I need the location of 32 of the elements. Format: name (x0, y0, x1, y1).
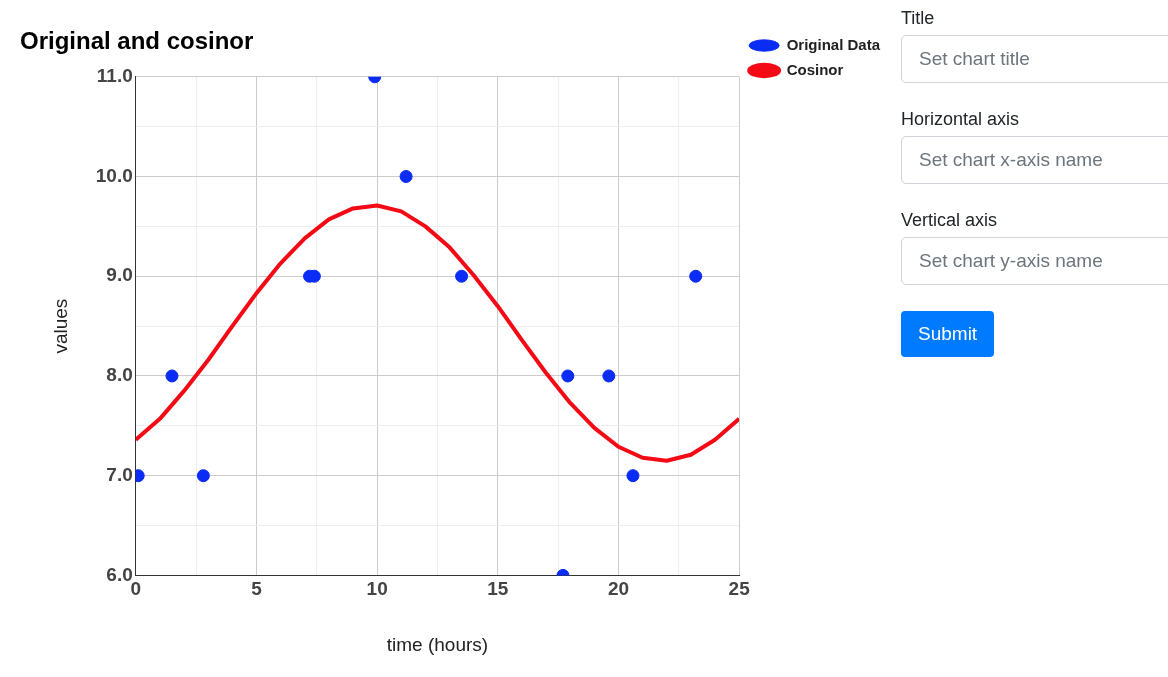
x-tick-label: 10 (366, 578, 388, 600)
point (561, 369, 575, 383)
y-tick-label: 8.0 (106, 364, 133, 386)
y-tick-label: 11.0 (96, 65, 133, 87)
chart-title: Original and cosinor (20, 27, 254, 55)
point (602, 369, 616, 383)
text-field: Set chart title (901, 35, 1168, 83)
x-tick-label: 5 (251, 578, 263, 600)
text: Vertical axis (901, 210, 999, 231)
text: Horizontal axis (901, 109, 1021, 130)
y-axis-title: values (49, 298, 71, 354)
x-tick-label: 0 (130, 578, 142, 600)
point (626, 469, 640, 483)
legend-label: Original Data (786, 35, 881, 53)
point (196, 469, 210, 483)
x-tick-label: 20 (607, 578, 630, 600)
submit-button: Submit (901, 311, 995, 357)
y-tick-label: 9.0 (106, 264, 133, 286)
text-field: Set chart x-axis name (901, 136, 1168, 184)
x-tick-label: 25 (728, 578, 751, 600)
x-axis-title: time (hours) (386, 633, 489, 655)
point (689, 269, 703, 283)
y-tick-label: 7.0 (106, 463, 133, 485)
point (399, 170, 413, 184)
legend-label: Cosinor (786, 60, 844, 78)
y-tick-label: 10.0 (95, 164, 133, 186)
text-field: Set chart y-axis name (901, 237, 1168, 285)
y-tick-label: 6.0 (106, 563, 133, 585)
x-tick-label: 15 (487, 578, 509, 600)
point (455, 269, 469, 283)
text: Title (901, 8, 936, 29)
point (165, 369, 179, 383)
